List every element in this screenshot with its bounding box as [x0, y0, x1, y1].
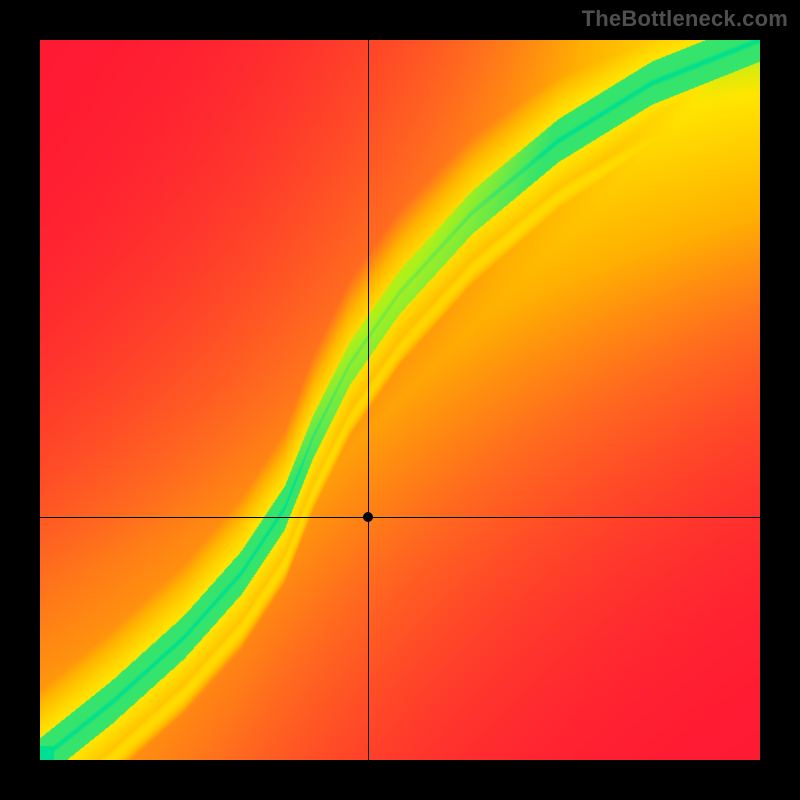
marker-dot — [363, 512, 373, 522]
heatmap-canvas — [40, 40, 760, 760]
heatmap-plot — [40, 40, 760, 760]
crosshair-vertical — [368, 40, 369, 760]
watermark-text: TheBottleneck.com — [582, 6, 788, 32]
chart-frame: TheBottleneck.com — [0, 0, 800, 800]
crosshair-horizontal — [40, 517, 760, 518]
